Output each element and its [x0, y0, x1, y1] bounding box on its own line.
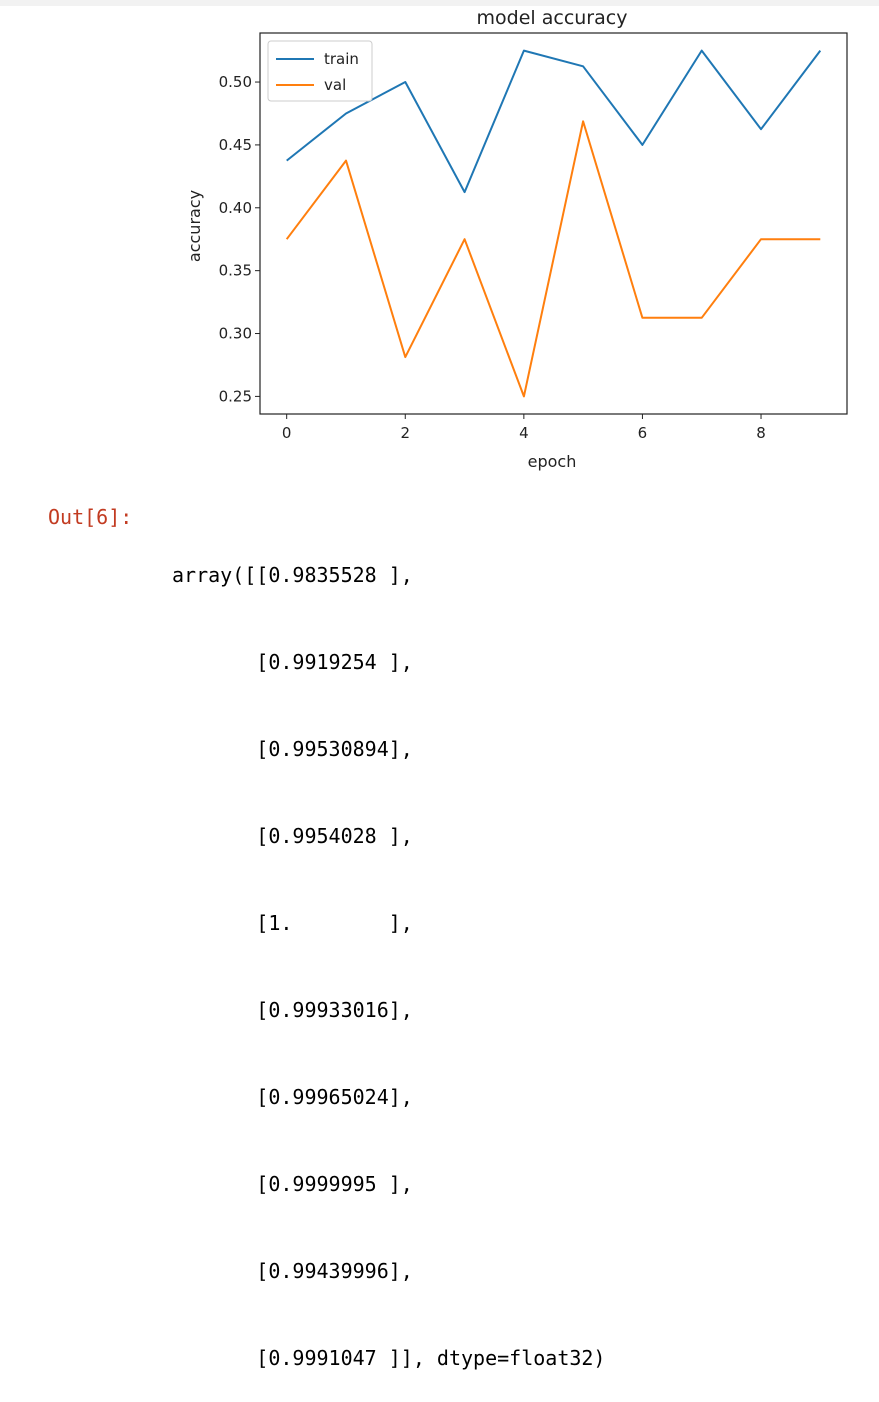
chart-title: model accuracy	[477, 7, 628, 29]
y-tick-label: 0.50	[219, 73, 252, 91]
y-axis-label: accuracy	[185, 190, 204, 262]
output-line: [0.99933016],	[172, 998, 413, 1022]
output-array: array([[0.9835528 ], [0.9919254 ], [0.99…	[172, 503, 605, 1402]
output-line: [1. ],	[172, 911, 413, 935]
output-line: array([[0.9835528 ],	[172, 563, 413, 587]
output-prompt: Out[6]:	[48, 505, 133, 529]
x-axis-label: epoch	[528, 452, 577, 471]
series-line-val	[285, 120, 821, 398]
y-tick-label: 0.25	[219, 387, 252, 405]
legend-label-train: train	[324, 50, 359, 68]
output-line: [0.99965024],	[172, 1085, 413, 1109]
y-tick-label: 0.45	[219, 136, 252, 154]
x-tick-label: 6	[638, 424, 648, 442]
legend-label-val: val	[324, 76, 346, 94]
y-tick-label: 0.30	[219, 325, 252, 343]
cell-top-strip	[0, 0, 879, 6]
accuracy-chart: model accuracy 0.25 0.30 0.35 0.40 0.45 0.50 0…	[185, 7, 848, 471]
y-tick-label: 0.40	[219, 199, 252, 217]
output-line: [0.99530894],	[172, 737, 413, 761]
x-tick-label: 0	[282, 424, 292, 442]
output-line: [0.9999995 ],	[172, 1172, 413, 1196]
plot-frame	[259, 32, 848, 415]
output-line: [0.9954028 ],	[172, 824, 413, 848]
output-line: [0.9919254 ],	[172, 650, 413, 674]
x-tick-label: 2	[400, 424, 410, 442]
x-tick-label: 8	[756, 424, 766, 442]
output-line: [0.9991047 ]], dtype=float32)	[172, 1346, 606, 1370]
y-tick-label: 0.35	[219, 262, 252, 280]
output-line: [0.99439996],	[172, 1259, 413, 1283]
series-line-train	[286, 49, 822, 194]
x-tick-label: 4	[519, 424, 529, 442]
